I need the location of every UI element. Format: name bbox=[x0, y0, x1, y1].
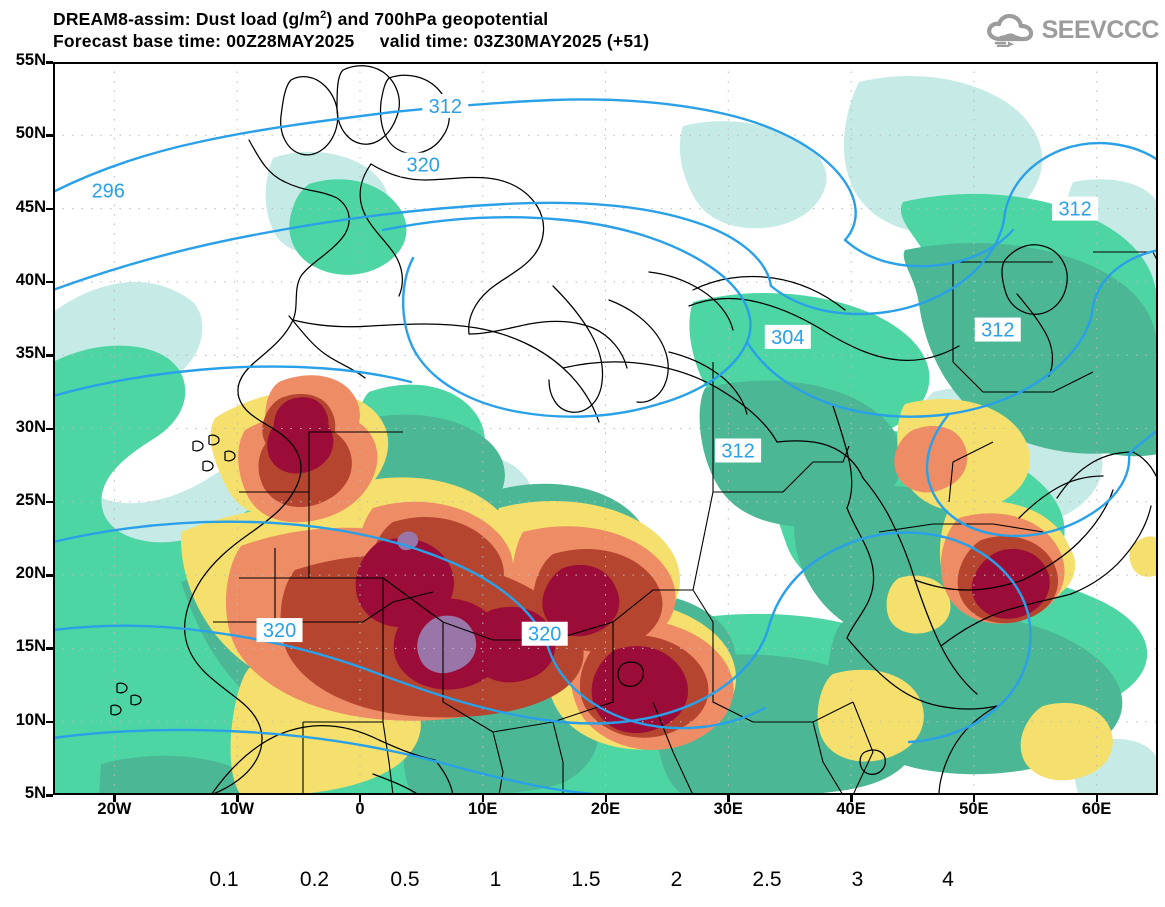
page-title: DREAM8-assim: Dust load (g/m2) and 700hP… bbox=[53, 9, 548, 30]
lon-tick-mark bbox=[1095, 795, 1099, 802]
lat-tick-label: 25N bbox=[15, 490, 46, 509]
lat-tick-label: 35N bbox=[15, 344, 46, 363]
lon-tick-mark bbox=[358, 795, 362, 802]
dust-load-map: .c1{fill:#c6ebe7}.c2{fill:#4dd6a4}.c3{fi… bbox=[53, 62, 1158, 795]
contour-label-backdrop bbox=[1052, 196, 1099, 221]
contour-label-backdrop bbox=[521, 621, 568, 646]
lat-tick-mark bbox=[46, 61, 53, 64]
lat-tick-label: 55N bbox=[15, 51, 46, 69]
lat-tick-label: 20N bbox=[15, 564, 46, 583]
contour-label: 320 bbox=[263, 620, 296, 642]
logo-text: SEEVCCC bbox=[1041, 15, 1160, 44]
lon-tick-mark bbox=[113, 795, 116, 802]
lat-tick-mark bbox=[46, 574, 53, 577]
page-title-part1: DREAM8-assim: Dust load (g/m bbox=[53, 9, 321, 29]
lon-tick-label: 0 bbox=[355, 800, 365, 818]
seevccc-logo: SEEVCCC bbox=[986, 10, 1160, 50]
contour-label-backdrop bbox=[764, 324, 811, 349]
contour-label-backdrop bbox=[400, 152, 447, 177]
lon-tick-label: 60E bbox=[1081, 800, 1112, 818]
contour-label-backdrop bbox=[422, 93, 469, 118]
lat-tick-mark bbox=[46, 207, 53, 211]
country-borders bbox=[213, 251, 1158, 795]
contour-label: 312 bbox=[1058, 199, 1091, 221]
contour-label-backdrop bbox=[85, 178, 132, 203]
contour-label-group: 296 312 320 312 312 304 312 320 320 bbox=[85, 93, 1099, 646]
page-title-superscript: 2 bbox=[320, 9, 327, 22]
colorbar-tick-label: 1 bbox=[489, 868, 502, 891]
lat-tick-mark bbox=[46, 647, 53, 650]
contour-label-backdrop bbox=[974, 317, 1021, 342]
lon-tick-label: 40E bbox=[836, 800, 866, 818]
lon-tick-mark bbox=[236, 795, 239, 802]
lat-tick-label: 10N bbox=[15, 710, 46, 729]
contour-label: 296 bbox=[92, 180, 125, 202]
lon-tick-mark bbox=[727, 795, 730, 802]
lat-tick-label: 40N bbox=[15, 270, 46, 289]
lat-tick-label: 5N bbox=[24, 784, 46, 802]
lat-tick-mark bbox=[46, 134, 53, 137]
colorbar-tick-label: 1.5 bbox=[571, 868, 601, 891]
lat-tick-mark bbox=[46, 720, 53, 724]
lon-tick-mark bbox=[972, 795, 976, 802]
lat-lon-gridlines bbox=[53, 62, 1158, 795]
lat-tick-mark bbox=[46, 280, 53, 284]
contour-label: 320 bbox=[528, 624, 561, 646]
colorbar-tick-label: 3 bbox=[851, 868, 864, 891]
contour-label-backdrop bbox=[715, 438, 762, 463]
contour-label: 312 bbox=[429, 96, 462, 118]
lon-tick-label: 20E bbox=[590, 800, 621, 818]
page-title-part2: ) and 700hPa geopotential bbox=[326, 9, 549, 29]
forecast-time-subtitle: Forecast base time: 00Z28MAY2025 valid t… bbox=[53, 31, 650, 51]
cloud-icon bbox=[986, 13, 1033, 47]
contour-label: 304 bbox=[771, 327, 804, 349]
colorbar-tick-label: 0.5 bbox=[390, 868, 420, 891]
lon-tick-label: 50E bbox=[959, 800, 989, 818]
colorbar-tick-label: 2.5 bbox=[752, 868, 782, 891]
lon-tick-label: 10W bbox=[220, 800, 255, 818]
contour-label: 320 bbox=[406, 155, 439, 177]
colorbar: 0.1 0.2 0.5 1 1.5 2 2.5 3 4 bbox=[0, 838, 1165, 907]
colorbar-tick-label: 4 bbox=[942, 868, 954, 891]
lon-tick-mark bbox=[604, 795, 607, 802]
lat-tick-label: 30N bbox=[15, 417, 46, 436]
map-plot-area: .c1{fill:#c6ebe7}.c2{fill:#4dd6a4}.c3{fi… bbox=[53, 62, 1158, 795]
header: DREAM8-assim: Dust load (g/m2) and 700hP… bbox=[0, 0, 1165, 58]
lon-tick-label: 10E bbox=[468, 800, 498, 818]
lon-tick-label: 20W bbox=[97, 800, 132, 818]
contour-label: 312 bbox=[721, 440, 754, 462]
colorbar-tick-label: 2 bbox=[670, 868, 683, 891]
lat-tick-label: 50N bbox=[15, 124, 46, 143]
contour-label-backdrop bbox=[256, 618, 303, 643]
coastlines bbox=[110, 65, 1158, 795]
lat-tick-label: 45N bbox=[15, 197, 46, 216]
lat-tick-mark bbox=[46, 354, 53, 357]
lat-tick-mark bbox=[46, 427, 53, 430]
lat-tick-mark bbox=[46, 500, 53, 504]
lon-tick-mark bbox=[481, 795, 485, 802]
colorbar-tick-label: 0.1 bbox=[209, 868, 239, 891]
lon-tick-mark bbox=[850, 795, 853, 802]
lat-tick-mark bbox=[46, 794, 53, 797]
lat-tick-label: 15N bbox=[15, 637, 46, 656]
contour-label: 312 bbox=[981, 320, 1014, 342]
lon-tick-label: 30E bbox=[713, 800, 743, 818]
colorbar-tick-label: 0.2 bbox=[299, 868, 330, 891]
